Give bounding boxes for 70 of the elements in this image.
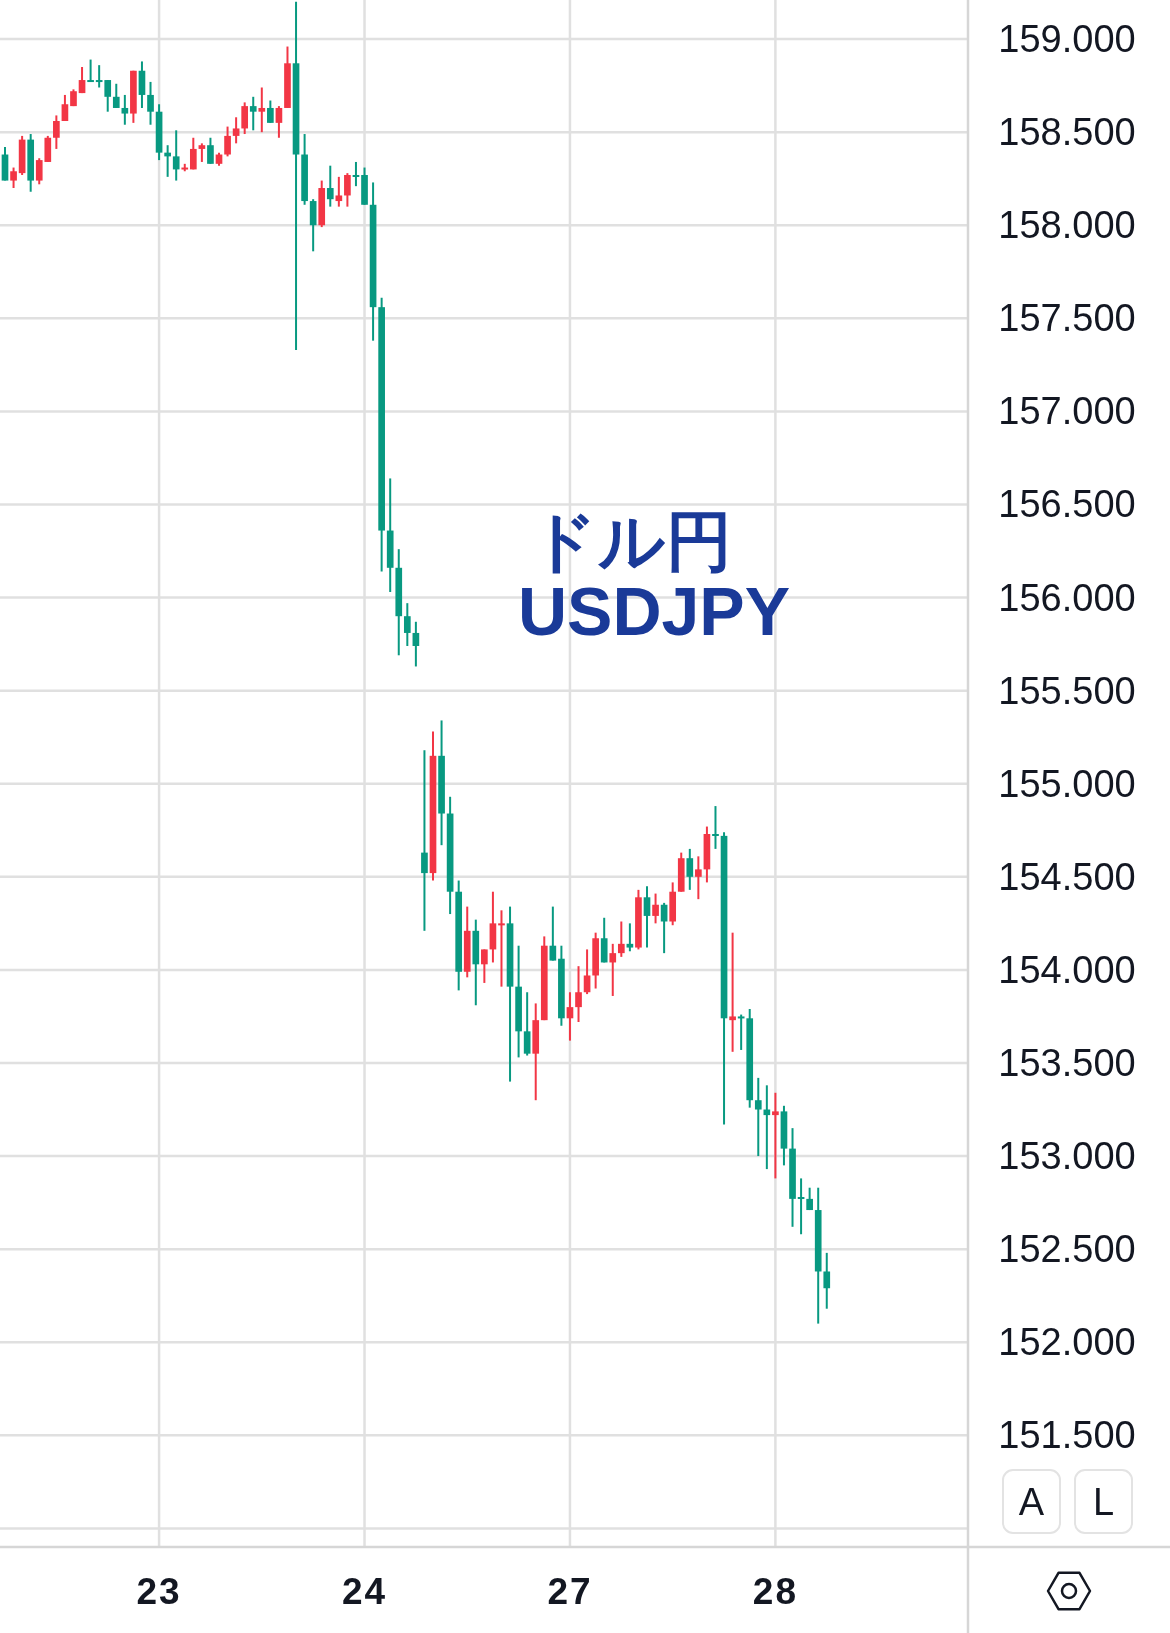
candlestick	[729, 931, 736, 1053]
candlestick	[232, 116, 240, 145]
candlestick	[797, 1177, 805, 1236]
y-tick-label: 151.500	[998, 1414, 1136, 1457]
candlestick	[575, 965, 582, 1024]
candlestick	[147, 80, 154, 126]
candlestick	[352, 160, 360, 188]
candlestick	[737, 1013, 745, 1051]
candlestick	[61, 93, 69, 122]
y-tick-label: 155.000	[998, 762, 1136, 805]
candlestick	[224, 125, 231, 158]
candlestick	[275, 105, 283, 139]
candlestick	[121, 93, 129, 126]
candlestick	[695, 855, 702, 901]
candlestick	[104, 79, 112, 113]
y-tick-label: 153.000	[998, 1135, 1136, 1178]
candlestick	[626, 922, 634, 953]
y-tick-label: 152.000	[998, 1321, 1136, 1364]
candlestick	[267, 99, 274, 124]
candlestick	[498, 909, 505, 988]
candlestick	[643, 885, 651, 949]
candlestick	[686, 847, 694, 891]
candlestick	[335, 175, 343, 208]
candlestick	[617, 920, 625, 958]
candlestick	[172, 129, 180, 182]
candlestick	[609, 942, 617, 997]
y-tick-label: 155.500	[998, 669, 1136, 712]
x-tick-label: 24	[341, 1570, 388, 1612]
candlestick	[112, 82, 120, 109]
candlestick	[207, 136, 214, 165]
y-tick-label: 158.500	[998, 111, 1136, 154]
candlestick	[10, 166, 17, 190]
candlestick	[53, 114, 60, 150]
candlestick	[583, 948, 591, 996]
y-tick-label: 154.000	[998, 948, 1136, 991]
candlestick	[326, 164, 334, 208]
candlestick	[87, 58, 94, 83]
x-tick-label: 27	[547, 1570, 593, 1612]
candlestick	[403, 602, 411, 647]
candlestick	[189, 136, 197, 171]
y-tick-label: 152.500	[998, 1228, 1136, 1271]
candlestick	[421, 749, 428, 932]
candlestick	[198, 142, 206, 163]
y-tick-label: 157.500	[998, 297, 1136, 340]
candlestick	[258, 86, 266, 134]
y-tick-label: 158.000	[998, 204, 1136, 247]
y-tick-label: 156.500	[998, 483, 1136, 526]
candlestick	[95, 64, 103, 89]
candlestick	[823, 1251, 831, 1310]
candlestick	[712, 805, 719, 850]
y-tick-label: 154.500	[998, 855, 1136, 898]
y-tick-label: 153.500	[998, 1041, 1136, 1084]
candlestick	[249, 95, 257, 132]
candlestick	[754, 1076, 762, 1158]
y-tick-label: 156.000	[998, 576, 1136, 619]
y-tick-label: 157.000	[998, 390, 1136, 433]
x-tick-label: 28	[752, 1570, 798, 1612]
text: L	[1092, 1481, 1115, 1523]
candlestick	[78, 66, 86, 95]
text: A	[1018, 1481, 1045, 1523]
candlestick	[241, 101, 249, 136]
candlestick	[481, 948, 488, 984]
candlestick	[344, 172, 351, 208]
candlestick	[523, 991, 531, 1057]
candlestick	[549, 905, 557, 962]
candlestick	[412, 620, 420, 668]
y-tick-label: 159.000	[998, 18, 1136, 61]
candlestick	[772, 1091, 779, 1180]
x-tick-label: 23	[136, 1570, 182, 1612]
candlestick	[652, 892, 659, 925]
